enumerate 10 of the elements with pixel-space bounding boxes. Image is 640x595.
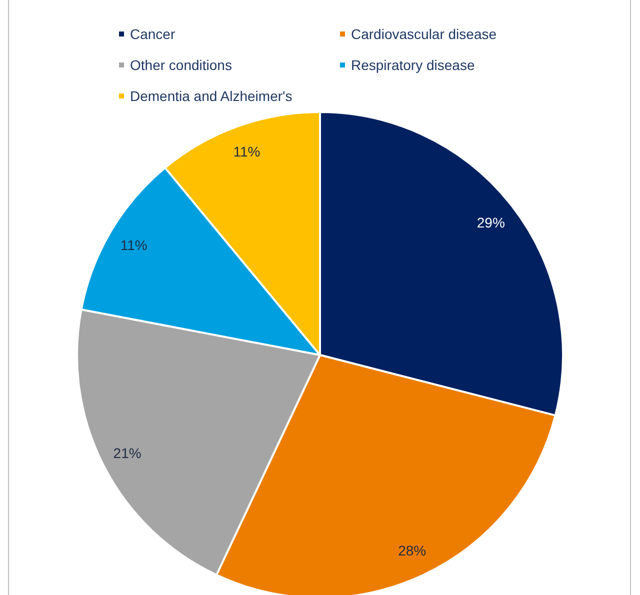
legend-label: Cancer [130, 26, 176, 42]
legend-label: Cardiovascular disease [351, 26, 497, 42]
legend-label: Dementia and Alzheimer's [130, 88, 292, 104]
legend-label: Other conditions [130, 57, 232, 73]
data-label: 28% [398, 542, 426, 559]
data-label: 29% [476, 214, 505, 230]
data-label: 11% [120, 236, 148, 253]
data-label: 21% [113, 445, 142, 462]
data-label: 11% [233, 144, 260, 160]
legend-label: Respiratory disease [351, 57, 475, 73]
